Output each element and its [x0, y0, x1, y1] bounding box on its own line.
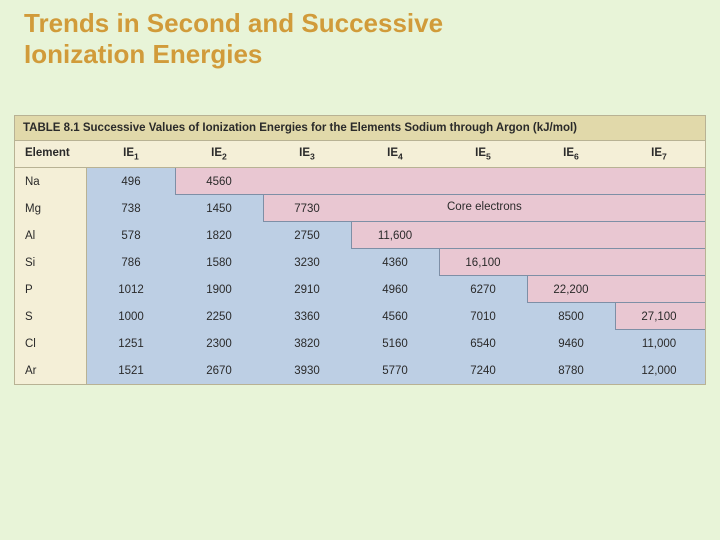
table-header-row: Element IE1 IE2 IE3 IE4 IE5 IE6 IE7 — [15, 141, 705, 168]
header-ie6: IE6 — [527, 141, 615, 167]
value-cell: 8780 — [527, 365, 615, 377]
value-cell: 3930 — [263, 365, 351, 377]
header-element: Element — [15, 141, 87, 167]
value-cell: 578 — [87, 230, 175, 242]
value-cell: 11,600 — [351, 230, 439, 242]
value-cell: 4360 — [351, 257, 439, 269]
table-row: S10002250336045607010850027,100 — [15, 303, 705, 330]
value-cell: 7240 — [439, 365, 527, 377]
value-cell: 1900 — [175, 284, 263, 296]
value-cell: 8500 — [527, 311, 615, 323]
value-cell: 496 — [87, 176, 175, 188]
value-cell: 786 — [87, 257, 175, 269]
value-cell: 6270 — [439, 284, 527, 296]
value-cell: 5160 — [351, 338, 439, 350]
value-cell: 2250 — [175, 311, 263, 323]
value-cell: 4960 — [351, 284, 439, 296]
value-cell: 16,100 — [439, 257, 527, 269]
value-cell: 2300 — [175, 338, 263, 350]
value-cell: 1521 — [87, 365, 175, 377]
value-cell: 6540 — [439, 338, 527, 350]
element-cell: S — [15, 311, 87, 323]
value-cell: 3820 — [263, 338, 351, 350]
value-cell: 4560 — [175, 176, 263, 188]
value-cell: 1820 — [175, 230, 263, 242]
element-cell: Si — [15, 257, 87, 269]
table-row: Mg73814507730 — [15, 195, 705, 222]
table-caption: TABLE 8.1 Successive Values of Ionizatio… — [15, 116, 705, 141]
value-cell: 2910 — [263, 284, 351, 296]
value-cell: 1251 — [87, 338, 175, 350]
element-cell: Mg — [15, 203, 87, 215]
element-cell: Ar — [15, 365, 87, 377]
value-cell: 1580 — [175, 257, 263, 269]
element-cell: P — [15, 284, 87, 296]
ionization-table: TABLE 8.1 Successive Values of Ionizatio… — [14, 115, 706, 385]
value-cell: 5770 — [351, 365, 439, 377]
value-cell: 1000 — [87, 311, 175, 323]
table-row: Al5781820275011,600 — [15, 222, 705, 249]
value-cell: 7730 — [263, 203, 351, 215]
header-ie2: IE2 — [175, 141, 263, 167]
page-title: Trends in Second and Successive Ionizati… — [0, 0, 720, 70]
value-cell: 11,000 — [615, 338, 703, 350]
title-line-2: Ionization Energies — [24, 39, 262, 69]
header-ie1: IE1 — [87, 141, 175, 167]
value-cell: 738 — [87, 203, 175, 215]
value-cell: 3360 — [263, 311, 351, 323]
table-body: Core electrons Na4964560Mg73814507730Al5… — [15, 168, 705, 384]
header-ie7: IE7 — [615, 141, 703, 167]
title-line-1: Trends in Second and Successive — [24, 8, 443, 38]
header-ie4: IE4 — [351, 141, 439, 167]
value-cell: 22,200 — [527, 284, 615, 296]
table-row: Cl12512300382051606540946011,000 — [15, 330, 705, 357]
value-cell: 2750 — [263, 230, 351, 242]
element-cell: Cl — [15, 338, 87, 350]
value-cell: 7010 — [439, 311, 527, 323]
value-cell: 2670 — [175, 365, 263, 377]
header-ie5: IE5 — [439, 141, 527, 167]
value-cell: 1012 — [87, 284, 175, 296]
table-rows: Na4964560Mg73814507730Al5781820275011,60… — [15, 168, 705, 384]
header-ie3: IE3 — [263, 141, 351, 167]
table-row: Si78615803230436016,100 — [15, 249, 705, 276]
value-cell: 4560 — [351, 311, 439, 323]
element-cell: Na — [15, 176, 87, 188]
value-cell: 1450 — [175, 203, 263, 215]
value-cell: 9460 — [527, 338, 615, 350]
element-cell: Al — [15, 230, 87, 242]
table-row: P1012190029104960627022,200 — [15, 276, 705, 303]
value-cell: 27,100 — [615, 311, 703, 323]
value-cell: 3230 — [263, 257, 351, 269]
table-row: Na4964560 — [15, 168, 705, 195]
value-cell: 12,000 — [615, 365, 703, 377]
table-row: Ar15212670393057707240878012,000 — [15, 357, 705, 384]
core-electrons-label: Core electrons — [447, 201, 522, 213]
